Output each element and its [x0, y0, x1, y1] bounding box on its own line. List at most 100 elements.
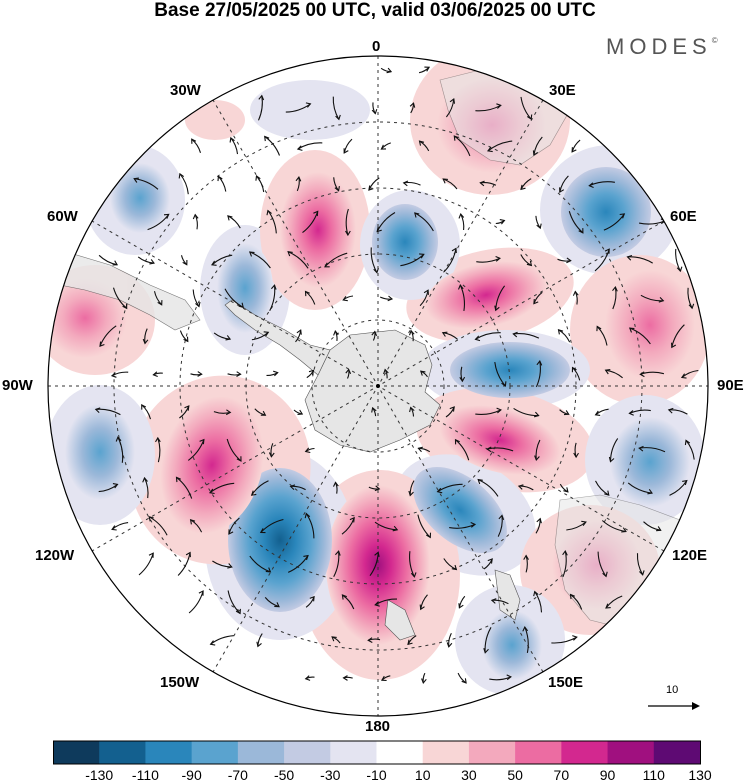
wind-vector-head	[536, 360, 543, 366]
wind-vector-head	[487, 558, 493, 564]
anomaly-field	[48, 56, 708, 716]
wind-vector-head	[324, 262, 330, 268]
wind-vector-head	[682, 479, 688, 486]
wind-vector-head	[342, 675, 348, 681]
wind-vector	[369, 552, 379, 577]
wind-vector-head	[342, 295, 348, 302]
wind-vector-head	[199, 438, 205, 445]
wind-vectors	[94, 66, 699, 684]
wind-vector	[148, 516, 168, 536]
wind-vector-head	[436, 487, 443, 494]
wind-vector-head	[486, 446, 492, 453]
south-pole-marker	[376, 384, 380, 388]
wind-vector-head	[596, 325, 602, 332]
wind-vector-head	[304, 290, 310, 297]
wind-vector-head	[409, 406, 415, 413]
wind-vector	[568, 211, 584, 234]
wind-vector	[345, 208, 349, 236]
wind-vector	[376, 212, 396, 232]
wind-vector-head	[211, 260, 217, 266]
wind-vector-head	[225, 335, 232, 341]
wind-vector-head	[638, 445, 644, 452]
wind-vector-head	[333, 330, 339, 336]
wind-vector-head	[297, 409, 304, 415]
wind-vector	[176, 476, 193, 499]
wind-vector-head	[408, 329, 415, 336]
wind-vector-head	[557, 329, 564, 335]
wind-vector	[627, 482, 653, 494]
wind-vector-head	[419, 370, 426, 376]
wind-vector-head	[483, 648, 489, 654]
wind-vector	[486, 447, 514, 452]
wind-vector-head	[626, 254, 633, 261]
colorbar-swatch	[561, 741, 609, 764]
wind-vector-head	[371, 330, 378, 337]
wind-vector-head	[229, 136, 235, 143]
wind-vector	[177, 552, 191, 576]
wind-vector-head	[198, 590, 204, 596]
colorbar-tick-label: -90	[181, 767, 202, 783]
wind-vector-head	[387, 295, 394, 302]
colorbar-tick-label: -70	[227, 767, 248, 783]
colorbar-swatch	[237, 741, 285, 764]
wind-vector-head	[410, 572, 417, 578]
wind-vector-head	[449, 98, 456, 104]
colorbar-tick-label: 30	[461, 767, 477, 783]
wind-vector-head	[656, 526, 662, 532]
wind-vector-head	[345, 368, 352, 375]
colorbar-border	[53, 740, 701, 765]
wind-vector	[287, 555, 309, 573]
wind-vector-head	[588, 182, 594, 189]
wind-vector-head	[459, 376, 466, 383]
colorbar-tick-label: 110	[642, 767, 665, 783]
brand-text: MODES	[606, 34, 712, 59]
wind-vector-head	[148, 516, 154, 522]
wind-vector-head	[217, 175, 223, 182]
lon-label-30e: 30E	[549, 82, 576, 99]
colorbar-swatch	[145, 741, 193, 764]
wind-vector-head	[446, 642, 453, 648]
map-title: Base 27/05/2025 00 UTC, valid 03/06/2025…	[154, 0, 596, 21]
wind-vector-head	[532, 150, 539, 156]
wind-vector-head	[273, 370, 279, 377]
wind-vector-head	[563, 487, 569, 493]
wind-vector-head	[152, 371, 158, 378]
wind-vector-head	[374, 601, 380, 607]
wind-vector-head	[225, 409, 232, 416]
wind-vector	[188, 590, 204, 614]
wind-vector-head	[453, 135, 459, 141]
wind-vector-head	[608, 456, 615, 463]
wind-vector	[224, 288, 244, 308]
wind-vector-head	[457, 284, 464, 290]
wind-vector-head	[526, 114, 533, 121]
wind-vector-head	[451, 247, 457, 254]
wind-vector-head	[99, 341, 105, 348]
wind-vector-head	[309, 595, 315, 602]
colorbar-tick-label: 130	[688, 767, 712, 783]
wind-vector-head	[619, 213, 626, 219]
lon-label-0: 0	[372, 38, 381, 55]
lon-label-60w: 60W	[47, 208, 78, 225]
wind-vector-head	[494, 305, 500, 312]
wind-vector	[520, 96, 532, 120]
wind-vector-head	[295, 176, 302, 182]
wind-vector-head	[647, 488, 653, 495]
wind-vector-head	[115, 436, 122, 442]
wind-vector	[535, 361, 541, 388]
lon-label-90w: 90W	[2, 377, 33, 394]
wind-vector	[475, 409, 502, 416]
wind-vector	[484, 627, 492, 653]
colorbar-tick-label: 90	[599, 767, 616, 783]
colorbar-swatch	[422, 741, 470, 764]
wind-vector-head	[287, 251, 293, 257]
wind-vector-head	[155, 436, 161, 443]
wind-vector-head	[304, 675, 311, 681]
wind-vector	[513, 332, 540, 339]
wind-vector-head	[572, 290, 579, 296]
wind-vector	[257, 95, 263, 121]
wind-vector	[99, 325, 117, 347]
wind-vector	[603, 213, 625, 231]
wind-vector-head	[270, 284, 277, 290]
modes-logo: MODES©	[606, 34, 718, 60]
wind-vector-head	[371, 406, 377, 413]
